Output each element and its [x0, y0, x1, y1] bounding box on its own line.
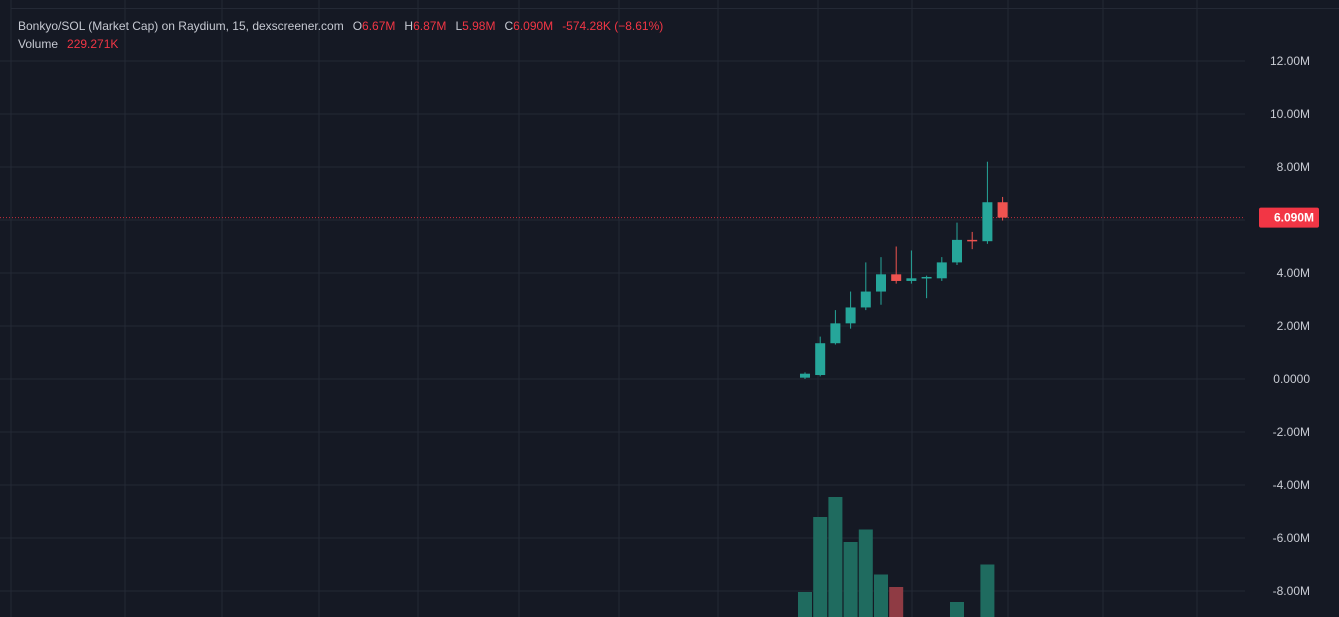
candle-body — [815, 343, 826, 376]
price-axis-tick-label: -4.00M — [1273, 478, 1310, 492]
price-axis: 12.00M 10.00M 8.00M 4.00M 2.00M 0.0000 -2.00M -… — [1270, 54, 1310, 598]
legend-volume-value: 229.271K — [67, 37, 119, 51]
legend-open-key: O — [352, 19, 363, 33]
candle-body — [967, 239, 978, 242]
volume-bar — [889, 587, 904, 617]
candle-body — [997, 202, 1008, 218]
candle — [997, 196, 1008, 221]
volume-bar — [980, 564, 995, 617]
candle — [936, 257, 947, 281]
last-price-tag-background — [1259, 207, 1319, 228]
candle-body — [952, 239, 962, 263]
candle-body — [921, 276, 932, 279]
price-axis-tick-label: -6.00M — [1273, 531, 1310, 545]
candle — [876, 257, 886, 305]
last-price-tag-label: 6.090M — [1274, 211, 1314, 225]
horizontal-gridlines — [0, 60, 1245, 592]
legend-volume-label: Volume — [18, 37, 59, 51]
volume-bar — [874, 574, 888, 617]
candle — [830, 310, 841, 345]
volume-bar — [798, 592, 812, 617]
candle — [891, 246, 902, 284]
price-axis-tick-label: 4.00M — [1277, 266, 1310, 280]
candle — [967, 231, 978, 250]
legend-open-value: 6.67M — [362, 19, 396, 33]
candle — [800, 372, 810, 379]
candle — [921, 275, 932, 299]
candle-body — [830, 323, 841, 344]
candle-body — [876, 274, 886, 292]
candle-body — [906, 278, 917, 281]
legend-high-key: H — [404, 19, 414, 33]
candle-body — [845, 307, 856, 324]
legend-title: Bonkyo/SOL (Market Cap) on Raydium, 15, … — [18, 19, 344, 33]
candle — [860, 262, 871, 311]
chart-legend: Bonkyo/SOL (Market Cap) on Raydium, 15, … — [18, 17, 663, 53]
volume-bar — [843, 542, 858, 617]
legend-low-value: 5.98M — [462, 19, 496, 33]
candles — [800, 161, 1008, 379]
candle — [845, 291, 856, 329]
last-price-tag: 6.090M — [1259, 207, 1319, 228]
legend-high-value: 6.87M — [413, 19, 447, 33]
volume-bar — [950, 602, 964, 617]
legend-low-key: L — [455, 19, 463, 33]
volume-bars — [798, 497, 995, 617]
candle — [815, 336, 826, 377]
candle-body — [860, 291, 871, 308]
price-axis-tick-label: -2.00M — [1273, 425, 1310, 439]
candle-body — [982, 202, 993, 242]
candle-body — [936, 262, 947, 279]
candle-body — [800, 373, 810, 378]
legend-change: -574.28K (−8.61%) — [562, 19, 664, 33]
volume-bar — [813, 517, 828, 617]
candle — [982, 161, 993, 244]
price-axis-tick-label: 12.00M — [1270, 54, 1310, 68]
candle-body — [891, 274, 902, 281]
price-axis-tick-label: 8.00M — [1277, 160, 1310, 174]
candle — [906, 250, 917, 284]
volume-bar — [858, 529, 873, 617]
volume-bar — [828, 497, 843, 617]
legend-volume-row: Volume 229.271K — [18, 35, 663, 53]
vertical-gridlines — [10, 0, 1339, 617]
price-axis-tick-label: -8.00M — [1273, 584, 1310, 598]
candle — [952, 222, 962, 266]
price-axis-tick-label: 0.0000 — [1273, 372, 1310, 386]
price-axis-tick-label: 2.00M — [1277, 319, 1310, 333]
legend-close-value: 6.090M — [513, 19, 554, 33]
legend-close-key: C — [504, 19, 514, 33]
legend-ohlc-row: Bonkyo/SOL (Market Cap) on Raydium, 15, … — [18, 17, 663, 35]
price-axis-tick-label: 10.00M — [1270, 107, 1310, 121]
